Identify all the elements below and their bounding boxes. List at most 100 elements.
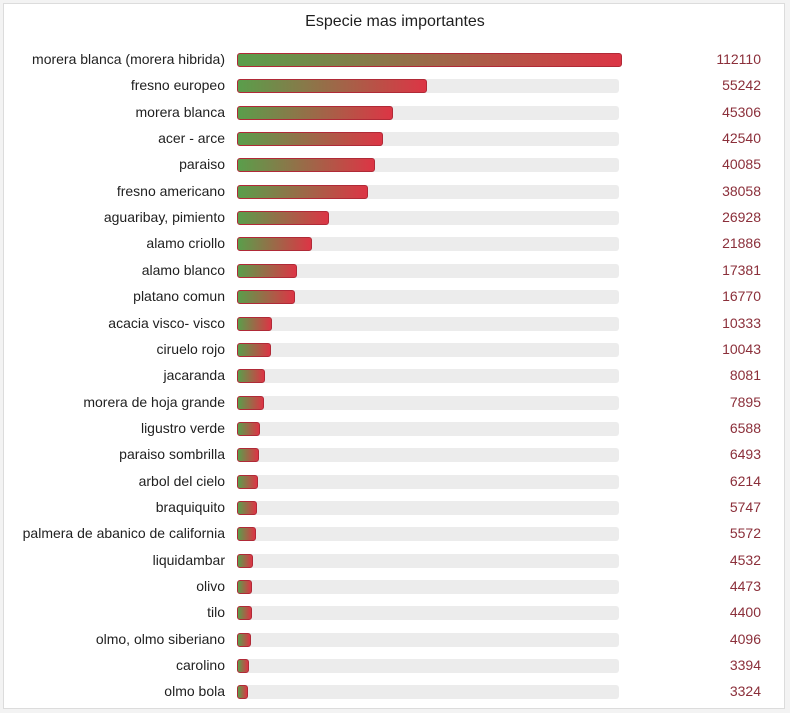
bar-row: alamo criollo 21886 (4, 231, 786, 257)
bar-value: 4473 (729, 578, 761, 594)
bar-row: fresno americano 38058 (4, 179, 786, 205)
bar-label: braquiquito (155, 498, 225, 515)
bar-track (237, 237, 619, 252)
bar-label: alamo blanco (141, 261, 225, 278)
bar-value: 4096 (729, 630, 761, 647)
bar-label: fresno europeo (130, 77, 225, 94)
bar-row: aguaribay, pimiento 26928 (4, 205, 786, 231)
bar-track (237, 500, 619, 515)
bar-row: fresno europeo 55242 (4, 73, 786, 99)
bar-label: ligustro verde (140, 419, 225, 436)
bar-track (237, 632, 619, 647)
bar-row: jacaranda 8081 (4, 363, 786, 389)
bar-value: 5747 (729, 498, 761, 515)
bar (237, 606, 253, 621)
bar-value: 55242 (722, 77, 761, 94)
bar-row: tilo 4400 (4, 600, 786, 626)
bar (237, 685, 249, 700)
bar-label: olivo (196, 578, 225, 594)
bar (237, 421, 260, 436)
bar (237, 158, 375, 173)
bar-track (237, 342, 619, 357)
bar-label: ciruelo rojo (156, 340, 225, 357)
bar-row: olmo bola 3324 (4, 679, 786, 705)
bar-row: ciruelo rojo 10043 (4, 337, 786, 363)
bar-value: 45306 (722, 103, 761, 120)
bar-value: 4400 (729, 604, 761, 621)
bar-track (237, 659, 619, 674)
bar-row: arbol del cielo 6214 (4, 469, 786, 495)
bar-row: ligustro verde 6588 (4, 416, 786, 442)
bar-label: paraiso (179, 156, 225, 173)
bar (237, 500, 257, 515)
bar (237, 580, 253, 594)
bar-label: carolino (175, 657, 225, 674)
bar-label: acer - arce (158, 130, 225, 147)
bar-label: alamo criollo (146, 235, 225, 252)
bar (237, 369, 265, 384)
bar (237, 53, 622, 67)
bar-label: acacia visco- visco (108, 314, 225, 331)
bar-value: 21886 (722, 235, 761, 252)
bar-label: palmera de abanico de california (22, 525, 225, 542)
bar-label: morera blanca (morera hibrida) (32, 51, 225, 67)
bar-track (237, 553, 619, 568)
bar-value: 4532 (729, 551, 761, 568)
bar-value: 16770 (722, 288, 761, 305)
bar-row: platano comun 16770 (4, 284, 786, 310)
bar-track (237, 263, 619, 278)
bar-track (237, 474, 619, 489)
bar (237, 79, 427, 94)
bar-label: jacaranda (163, 367, 226, 384)
bar-track (237, 527, 619, 542)
bar-value: 3394 (729, 657, 761, 674)
bar-row: olivo 4473 (4, 574, 786, 600)
bar (237, 632, 252, 647)
bar-label: arbol del cielo (138, 472, 225, 489)
bar (237, 263, 297, 278)
bar-value: 6214 (729, 472, 761, 489)
bar-row: morera blanca (morera hibrida) 112110 (4, 47, 786, 73)
bar (237, 553, 253, 568)
bar (237, 474, 259, 489)
bar-value: 17381 (722, 261, 761, 278)
chart-title: Especie mas importantes (305, 13, 485, 30)
bar-track (237, 448, 619, 463)
bar-value: 3324 (729, 683, 761, 700)
bar-label: paraiso sombrilla (119, 446, 225, 463)
bar-track (237, 316, 619, 331)
bar (237, 659, 249, 674)
bar (237, 211, 330, 226)
bar-label: morera blanca (135, 103, 226, 120)
bar-value: 8081 (729, 367, 761, 384)
bar-row: braquiquito 5747 (4, 495, 786, 521)
bar-row: paraiso 40085 (4, 152, 786, 178)
bar (237, 184, 368, 199)
bar-track (237, 369, 619, 384)
bar-value: 40085 (722, 156, 761, 173)
bar-row: acer - arce 42540 (4, 126, 786, 152)
bar-value: 26928 (722, 209, 761, 226)
bar-track (237, 395, 619, 410)
bar-value: 38058 (722, 182, 761, 199)
bar (237, 290, 295, 305)
bar-value: 112110 (716, 51, 761, 67)
bar-row: morera de hoja grande 7895 (4, 390, 786, 416)
bar-row: carolino 3394 (4, 653, 786, 679)
bar-value: 10043 (722, 340, 761, 357)
bar-track (237, 132, 619, 147)
bar-label: tilo (207, 604, 225, 621)
bar-value: 10333 (722, 314, 761, 331)
bar-value: 42540 (722, 130, 761, 147)
bar-row: liquidambar 4532 (4, 548, 786, 574)
bar-track (237, 158, 619, 173)
bar (237, 132, 384, 147)
bar-label: liquidambar (152, 551, 225, 568)
bar (237, 237, 313, 252)
bar (237, 395, 265, 410)
bar-label: morera de hoja grande (83, 393, 225, 410)
bar-track (237, 580, 619, 594)
bar-track (237, 53, 622, 67)
bar-track (237, 79, 619, 94)
bar-row: olmo, olmo siberiano 4096 (4, 627, 786, 653)
